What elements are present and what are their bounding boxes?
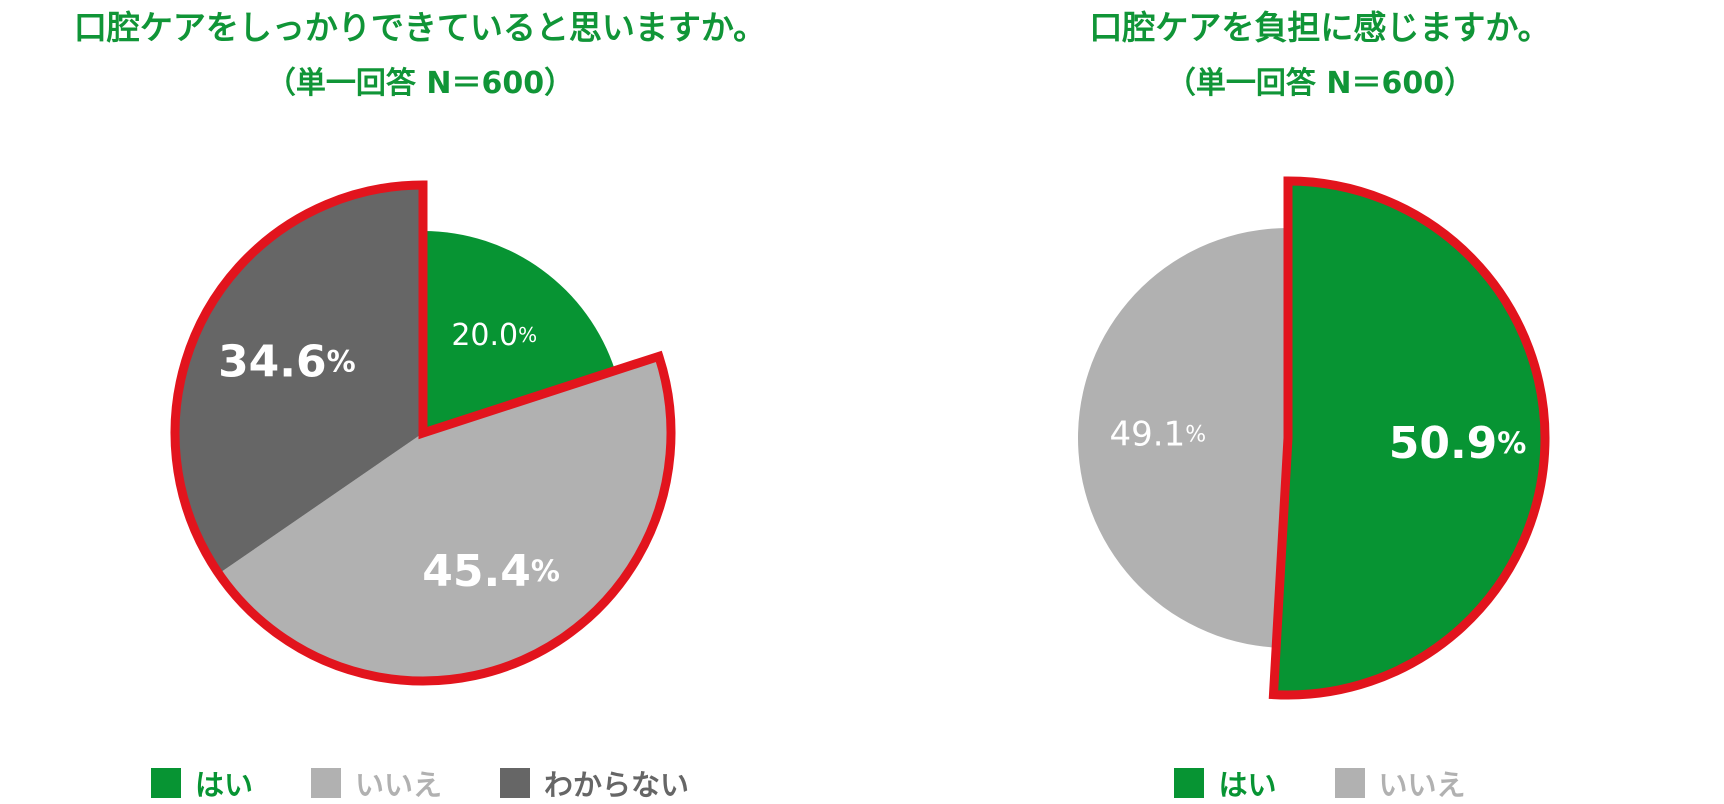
legend-item: いいえ [310, 762, 442, 804]
legend-swatch [1174, 768, 1205, 798]
chart-title: 口腔ケアをしっかりできていると思いますか。 [73, 8, 767, 47]
legend-label: はい [194, 768, 253, 802]
legend-label: はい [1218, 768, 1277, 802]
highlight-outline [1268, 176, 1550, 700]
pie-chart-oral-care-burden: 50.9% 49.1% [1077, 176, 1550, 700]
chart-subtitle: （単一回答 N＝600） [265, 66, 575, 101]
chart-panel-oral-care-burden: 口腔ケアを負担に感じますか。 （単一回答 N＝600） 50.9% 49.1% は… [1010, 0, 1630, 804]
pie-slice-0 [1273, 181, 1546, 695]
chart-legend: はい いいえ [1010, 762, 1630, 804]
legend-label: いいえ [1378, 768, 1466, 802]
chart-subtitle: （単一回答 N＝600） [1165, 66, 1475, 101]
data-label-0: 20.0% [451, 317, 537, 352]
chart-panel-oral-care-confidence: 口腔ケアをしっかりできていると思いますか。 （単一回答 N＝600） 20.0%… [0, 0, 840, 804]
data-label-1: 45.4% [422, 545, 560, 596]
legend-swatch [310, 768, 341, 798]
highlight-outline [170, 180, 676, 686]
legend-label: いいえ [354, 768, 442, 802]
legend-item: わからない [500, 762, 689, 804]
legend-label: わからない [544, 768, 690, 802]
pie-slice-2 [175, 185, 423, 574]
data-label-2: 34.6% [218, 336, 356, 387]
legend-item: はい [150, 762, 253, 804]
data-label-1: 49.1% [1110, 414, 1207, 454]
chart-title: 口腔ケアを負担に感じますか。 [1089, 8, 1551, 47]
data-label-0: 50.9% [1389, 417, 1527, 468]
pie-chart-oral-care-confidence: 20.0% 45.4% 34.6% [170, 180, 676, 686]
chart-legend: はい いいえ わからない [0, 762, 840, 804]
pie-slice-1 [218, 356, 671, 681]
legend-swatch [1334, 768, 1365, 798]
legend-item: いいえ [1334, 762, 1466, 804]
legend-swatch [150, 768, 181, 798]
legend-item: はい [1174, 762, 1277, 804]
pie-slice-1 [1077, 228, 1288, 648]
legend-swatch [500, 768, 530, 798]
